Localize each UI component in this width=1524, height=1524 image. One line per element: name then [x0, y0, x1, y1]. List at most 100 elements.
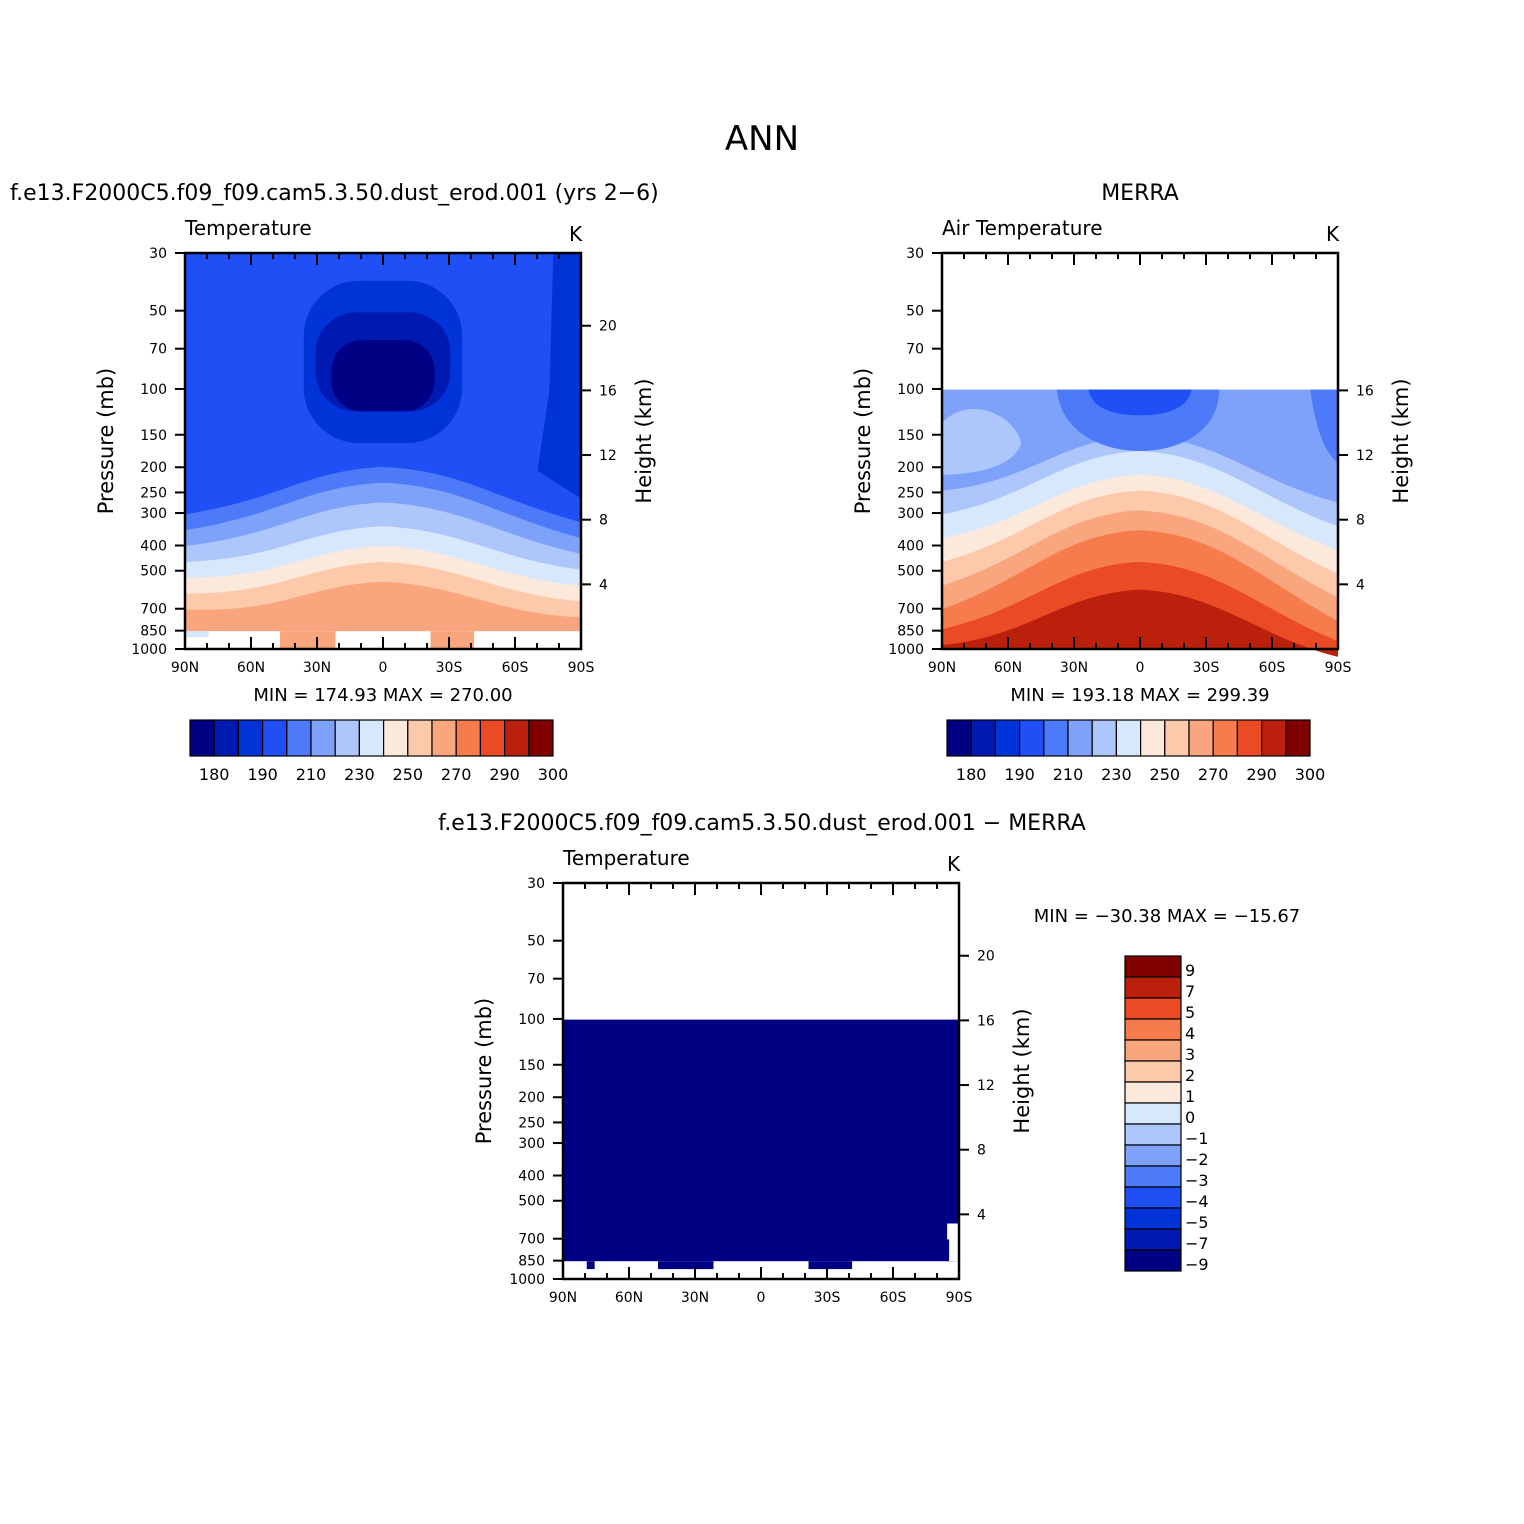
colorbar-box	[479, 719, 506, 757]
y-right-tick-label: 16	[599, 383, 617, 399]
colorbar-box	[1124, 1018, 1182, 1041]
y-right-tick-label: 12	[977, 1078, 995, 1094]
min-max-stats: MIN = 174.93 MAX = 270.00	[253, 685, 512, 706]
y-tick-label: 400	[897, 539, 924, 555]
y-tick-label: 200	[897, 460, 924, 476]
colorbar-label: 190	[1004, 765, 1035, 784]
y-tick-label: 700	[897, 602, 924, 618]
colorbar-box	[237, 719, 264, 757]
colorbar: 180 190 210 230 250 270 290 300	[189, 719, 568, 784]
x-tick-label: 60S	[880, 1290, 907, 1306]
y-tick-label: 100	[897, 382, 924, 398]
colorbar-box	[1212, 719, 1238, 757]
colorbar-box	[1115, 719, 1142, 757]
y-right-tick-label: 4	[977, 1207, 986, 1223]
y-tick-label: 850	[140, 624, 167, 640]
y-tick-label: 30	[906, 246, 924, 262]
colorbar-label: 250	[393, 765, 424, 784]
colorbar-box	[1124, 976, 1182, 999]
field-band	[1088, 389, 1192, 416]
x-tick-label: 30N	[1060, 660, 1088, 676]
y-tick-label: 50	[527, 934, 545, 950]
x-tick-label: 30S	[814, 1290, 841, 1306]
colorbar-label: −9	[1185, 1255, 1209, 1274]
panel-1: f.e13.F2000C5.f09_f09.cam5.3.50.dust_ero…	[10, 181, 659, 784]
colorbar-box	[1124, 955, 1182, 978]
colorbar-label: 230	[344, 765, 375, 784]
colorbar-box	[213, 719, 239, 757]
x-tick-label: 30N	[303, 660, 331, 676]
x-tick-label: 60S	[1259, 660, 1286, 676]
colorbar-box	[1124, 1081, 1182, 1104]
y-tick-label: 150	[140, 428, 167, 444]
y-tick-label: 700	[518, 1232, 545, 1248]
colorbar-box	[946, 719, 972, 757]
colorbar-label: 2	[1185, 1066, 1195, 1085]
y-tick-label: 700	[140, 602, 167, 618]
colorbar-label: 9	[1185, 961, 1195, 980]
field-band	[1310, 389, 1338, 463]
y-tick-label: 70	[906, 342, 924, 358]
field-band	[537, 253, 581, 499]
y-tick-label: 100	[518, 1012, 545, 1028]
y-tick-label: 850	[518, 1254, 545, 1270]
y-axis-title: Pressure (mb)	[472, 998, 496, 1145]
y-right-tick-label: 8	[599, 513, 608, 529]
y-right-axis-title: Height (km)	[632, 378, 656, 503]
colorbar-box	[1124, 1060, 1182, 1083]
y-tick-label: 500	[897, 564, 924, 580]
missing-region	[947, 1223, 959, 1262]
y-tick-label: 300	[140, 506, 167, 522]
y-tick-label: 50	[906, 304, 924, 320]
colorbar-box	[1124, 1228, 1182, 1251]
y-right-tick-label: 8	[1356, 513, 1365, 529]
y-right-tick-label: 16	[977, 1013, 995, 1029]
y-tick-label: 300	[897, 506, 924, 522]
y-right-tick-label: 4	[1356, 577, 1365, 593]
y-right-tick-label: 4	[599, 577, 608, 593]
colorbar-box	[1124, 1207, 1182, 1230]
field-band	[430, 631, 475, 649]
colorbar-label: 180	[956, 765, 987, 784]
field-band	[563, 1019, 959, 1262]
colorbar-box	[1236, 719, 1263, 757]
x-tick-label: 0	[757, 1290, 766, 1306]
colorbar-label: 290	[1246, 765, 1277, 784]
field	[563, 883, 959, 1279]
y-axis-title: Pressure (mb)	[851, 368, 875, 515]
y-tick-label: 150	[897, 428, 924, 444]
min-max-stats: MIN = −30.38 MAX = −15.67	[1034, 906, 1300, 927]
y-tick-label: 300	[518, 1136, 545, 1152]
colorbar-label: −3	[1185, 1171, 1209, 1190]
field-band	[942, 408, 1022, 475]
min-max-stats: MIN = 193.18 MAX = 299.39	[1010, 685, 1269, 706]
y-tick-label: 30	[149, 246, 167, 262]
y-right-tick-label: 8	[977, 1143, 986, 1159]
y-tick-label: 150	[518, 1058, 545, 1074]
colorbar-box	[1124, 1039, 1182, 1062]
colorbar-label: 4	[1185, 1024, 1195, 1043]
colorbar-box	[1124, 1123, 1182, 1146]
y-tick-label: 30	[527, 876, 545, 892]
colorbar-box	[310, 719, 336, 757]
x-tick-label: 0	[1136, 660, 1145, 676]
colorbar-label: 210	[296, 765, 327, 784]
variable-label: Temperature	[562, 846, 690, 870]
field	[185, 253, 581, 649]
colorbar-label: 190	[247, 765, 278, 784]
colorbar-label: −2	[1185, 1150, 1209, 1169]
y-tick-label: 100	[140, 382, 167, 398]
units-label: K	[1326, 222, 1340, 246]
colorbar-label: 210	[1053, 765, 1084, 784]
field	[942, 253, 1338, 657]
field-band	[942, 589, 1338, 657]
colorbar-label: 7	[1185, 982, 1195, 1001]
x-tick-label: 30S	[1193, 660, 1220, 676]
x-tick-label: 90S	[1325, 660, 1352, 676]
x-tick-label: 90N	[549, 1290, 577, 1306]
y-tick-label: 1000	[131, 642, 167, 658]
y-tick-label: 500	[518, 1194, 545, 1210]
colorbar-label: 230	[1101, 765, 1132, 784]
colorbar-label: 290	[489, 765, 520, 784]
x-tick-label: 90N	[171, 660, 199, 676]
